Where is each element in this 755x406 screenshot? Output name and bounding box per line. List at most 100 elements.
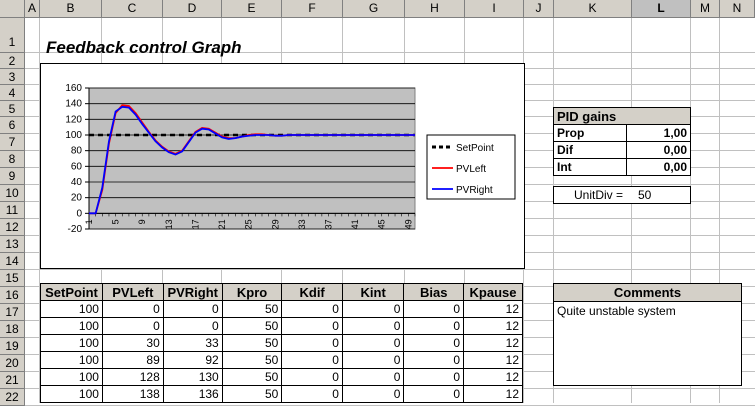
table-cell[interactable]: 0 (162, 317, 223, 335)
table-cell[interactable]: 100 (40, 385, 103, 403)
row-header-6[interactable]: 6 (0, 117, 25, 134)
row-header-15[interactable]: 15 (0, 270, 25, 287)
chart-area[interactable]: -20 0 20 40 60 80 100 120 140 160 1 5 9 13 17 21 25 29 33 3… (40, 63, 525, 269)
table-cell[interactable]: 50 (221, 317, 283, 335)
row-header-12[interactable]: 12 (0, 219, 25, 236)
table-cell[interactable]: 12 (463, 351, 523, 369)
comments-box[interactable]: Comments Quite unstable system (553, 283, 742, 386)
column-header-l[interactable]: L (632, 0, 691, 18)
table-cell[interactable]: 33 (162, 334, 223, 352)
column-header-f[interactable]: F (282, 0, 343, 18)
table-cell[interactable]: 0 (162, 300, 223, 318)
row-header-14[interactable]: 14 (0, 253, 25, 270)
row-header-3[interactable]: 3 (0, 69, 25, 85)
table-header-pvright[interactable]: PVRight (162, 283, 223, 301)
table-cell[interactable]: 12 (463, 300, 523, 318)
row-header-1[interactable]: 1 (0, 18, 25, 53)
table-cell[interactable]: 12 (463, 385, 523, 403)
row-header-9[interactable]: 9 (0, 168, 25, 185)
row-header-13[interactable]: 13 (0, 236, 25, 253)
table-cell[interactable]: 0 (341, 351, 405, 369)
table-cell[interactable]: 0 (403, 368, 465, 386)
column-header-m[interactable]: M (691, 0, 720, 18)
row-header-2[interactable]: 2 (0, 53, 25, 69)
table-cell[interactable]: 0 (341, 368, 405, 386)
row-header-16[interactable]: 16 (0, 287, 25, 304)
data-table: SetPoint PVLeft PVRight Kpro Kdif Kint Bias Kpa… (40, 283, 523, 403)
column-header-k[interactable]: K (554, 0, 632, 18)
table-cell[interactable]: 50 (221, 368, 283, 386)
table-cell[interactable]: 0 (403, 334, 465, 352)
row-header-7[interactable]: 7 (0, 134, 25, 151)
table-cell[interactable]: 50 (221, 351, 283, 369)
table-cell[interactable]: 0 (281, 317, 343, 335)
table-cell[interactable]: 0 (403, 385, 465, 403)
table-cell[interactable]: 0 (341, 300, 405, 318)
table-cell[interactable]: 0 (403, 317, 465, 335)
row-header-8[interactable]: 8 (0, 151, 25, 168)
select-all-corner[interactable] (0, 0, 25, 18)
column-header-h[interactable]: H (405, 0, 465, 18)
table-header-kpro[interactable]: Kpro (221, 283, 283, 301)
pid-int-value[interactable]: 0,00 (625, 158, 692, 176)
row-header-5[interactable]: 5 (0, 101, 25, 117)
table-cell[interactable]: 0 (403, 300, 465, 318)
table-cell[interactable]: 0 (341, 334, 405, 352)
column-header-n[interactable]: N (720, 0, 755, 18)
row-header-17[interactable]: 17 (0, 304, 25, 321)
row-header-4[interactable]: 4 (0, 85, 25, 101)
unitdiv-box[interactable]: UnitDiv = 50 (553, 186, 691, 204)
table-cell[interactable]: 128 (101, 368, 164, 386)
pid-prop-value[interactable]: 1,00 (625, 124, 692, 142)
table-cell[interactable]: 50 (221, 300, 283, 318)
table-header-kint[interactable]: Kint (341, 283, 405, 301)
row-header-21[interactable]: 21 (0, 372, 25, 389)
column-header-a[interactable]: A (25, 0, 40, 18)
table-cell[interactable]: 89 (101, 351, 164, 369)
table-cell[interactable]: 100 (40, 300, 103, 318)
table-cell[interactable]: 12 (463, 317, 523, 335)
table-cell[interactable]: 0 (281, 368, 343, 386)
column-header-e[interactable]: E (222, 0, 282, 18)
column-header-g[interactable]: G (343, 0, 405, 18)
table-cell[interactable]: 50 (221, 385, 283, 403)
table-cell[interactable]: 0 (281, 385, 343, 403)
table-cell[interactable]: 138 (101, 385, 164, 403)
table-cell[interactable]: 100 (40, 368, 103, 386)
row-header-19[interactable]: 19 (0, 338, 25, 355)
table-cell[interactable]: 0 (341, 317, 405, 335)
table-cell[interactable]: 100 (40, 351, 103, 369)
column-header-j[interactable]: J (524, 0, 554, 18)
table-header-setpoint[interactable]: SetPoint (40, 283, 103, 301)
table-header-bias[interactable]: Bias (403, 283, 465, 301)
table-header-kdif[interactable]: Kdif (281, 283, 343, 301)
table-header-pvleft[interactable]: PVLeft (101, 283, 164, 301)
table-cell[interactable]: 30 (101, 334, 164, 352)
table-cell[interactable]: 100 (40, 334, 103, 352)
row-header-20[interactable]: 20 (0, 355, 25, 372)
row-header-22[interactable]: 22 (0, 389, 25, 406)
row-header-11[interactable]: 11 (0, 202, 25, 219)
table-cell[interactable]: 50 (221, 334, 283, 352)
column-header-d[interactable]: D (163, 0, 222, 18)
table-cell[interactable]: 130 (162, 368, 223, 386)
column-header-i[interactable]: I (465, 0, 524, 18)
table-cell[interactable]: 0 (101, 300, 164, 318)
table-cell[interactable]: 0 (281, 351, 343, 369)
table-cell[interactable]: 0 (281, 334, 343, 352)
table-cell[interactable]: 0 (281, 300, 343, 318)
row-header-18[interactable]: 18 (0, 321, 25, 338)
column-header-b[interactable]: B (40, 0, 102, 18)
pid-dif-value[interactable]: 0,00 (625, 141, 692, 159)
table-cell[interactable]: 0 (341, 385, 405, 403)
table-cell[interactable]: 136 (162, 385, 223, 403)
column-header-c[interactable]: C (102, 0, 163, 18)
table-cell[interactable]: 0 (101, 317, 164, 335)
table-cell[interactable]: 92 (162, 351, 223, 369)
table-cell[interactable]: 12 (463, 334, 523, 352)
table-cell[interactable]: 0 (403, 351, 465, 369)
table-cell[interactable]: 100 (40, 317, 103, 335)
table-cell[interactable]: 12 (463, 368, 523, 386)
row-header-10[interactable]: 10 (0, 185, 25, 202)
table-header-kpause[interactable]: Kpause (463, 283, 523, 301)
